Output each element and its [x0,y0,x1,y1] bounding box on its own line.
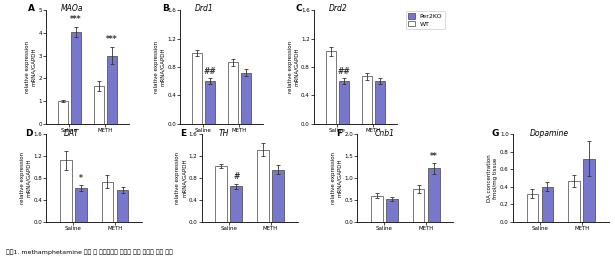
Text: C: C [296,4,303,12]
Text: **: ** [430,152,437,161]
Text: #: # [233,172,239,181]
Bar [257,150,269,222]
Bar [386,199,398,222]
Bar [413,189,424,222]
Bar [428,168,440,222]
Bar [71,32,81,124]
Bar [568,181,580,222]
Text: Dopamine: Dopamine [530,129,569,138]
Text: ##: ## [204,67,216,76]
Bar [526,194,538,222]
Y-axis label: relative expression
mRNA/GAPDH: relative expression mRNA/GAPDH [331,152,343,204]
Bar [231,186,242,222]
Text: E: E [181,129,187,138]
Text: *: * [79,174,82,183]
Text: G: G [492,129,499,138]
Bar [117,190,129,222]
Y-axis label: relative expression
mRNA/GAPDH: relative expression mRNA/GAPDH [154,41,165,93]
Bar [215,166,227,222]
Bar [272,170,284,222]
Bar [339,81,349,124]
Bar [362,76,372,124]
Text: Drd2: Drd2 [329,4,347,12]
Text: ##: ## [338,67,350,76]
Bar [371,196,383,222]
Y-axis label: DA concentration
fmol/mg tissue: DA concentration fmol/mg tissue [486,154,498,202]
Text: 그림1. methamphetamine 투여 후 뇌조직에서 도파민 관련 유전자 발현 비교: 그림1. methamphetamine 투여 후 뇌조직에서 도파민 관련 유… [6,250,173,255]
Text: ***: *** [106,35,117,44]
Bar [326,52,336,124]
Bar [60,160,71,222]
Legend: Per2KO, WT: Per2KO, WT [406,11,445,29]
Bar [228,62,238,124]
Y-axis label: relative expression
mRNA/GAPDH: relative expression mRNA/GAPDH [288,41,299,93]
Text: Cnb1: Cnb1 [375,129,395,138]
Y-axis label: relative expression
mRNA/GAPDH: relative expression mRNA/GAPDH [25,41,36,93]
Text: TH: TH [219,129,229,138]
Bar [542,187,554,222]
Y-axis label: relative expression
mRNA/GAPDH: relative expression mRNA/GAPDH [20,152,31,204]
Bar [75,188,87,222]
Text: Drd1: Drd1 [195,4,213,12]
Bar [192,53,202,124]
Text: B: B [162,4,169,12]
Text: ***: *** [70,15,82,24]
Bar [107,56,117,124]
Bar [94,86,104,124]
Bar [375,81,385,124]
Text: F: F [336,129,343,138]
Y-axis label: relative expression
mRNA/GAPDH: relative expression mRNA/GAPDH [175,152,187,204]
Text: DAT: DAT [63,129,79,138]
Bar [584,159,595,222]
Bar [58,101,68,124]
Text: D: D [25,129,33,138]
Bar [101,182,113,222]
Bar [205,81,215,124]
Bar [241,73,251,124]
Text: A: A [28,4,35,12]
Text: MAOa: MAOa [61,4,84,12]
